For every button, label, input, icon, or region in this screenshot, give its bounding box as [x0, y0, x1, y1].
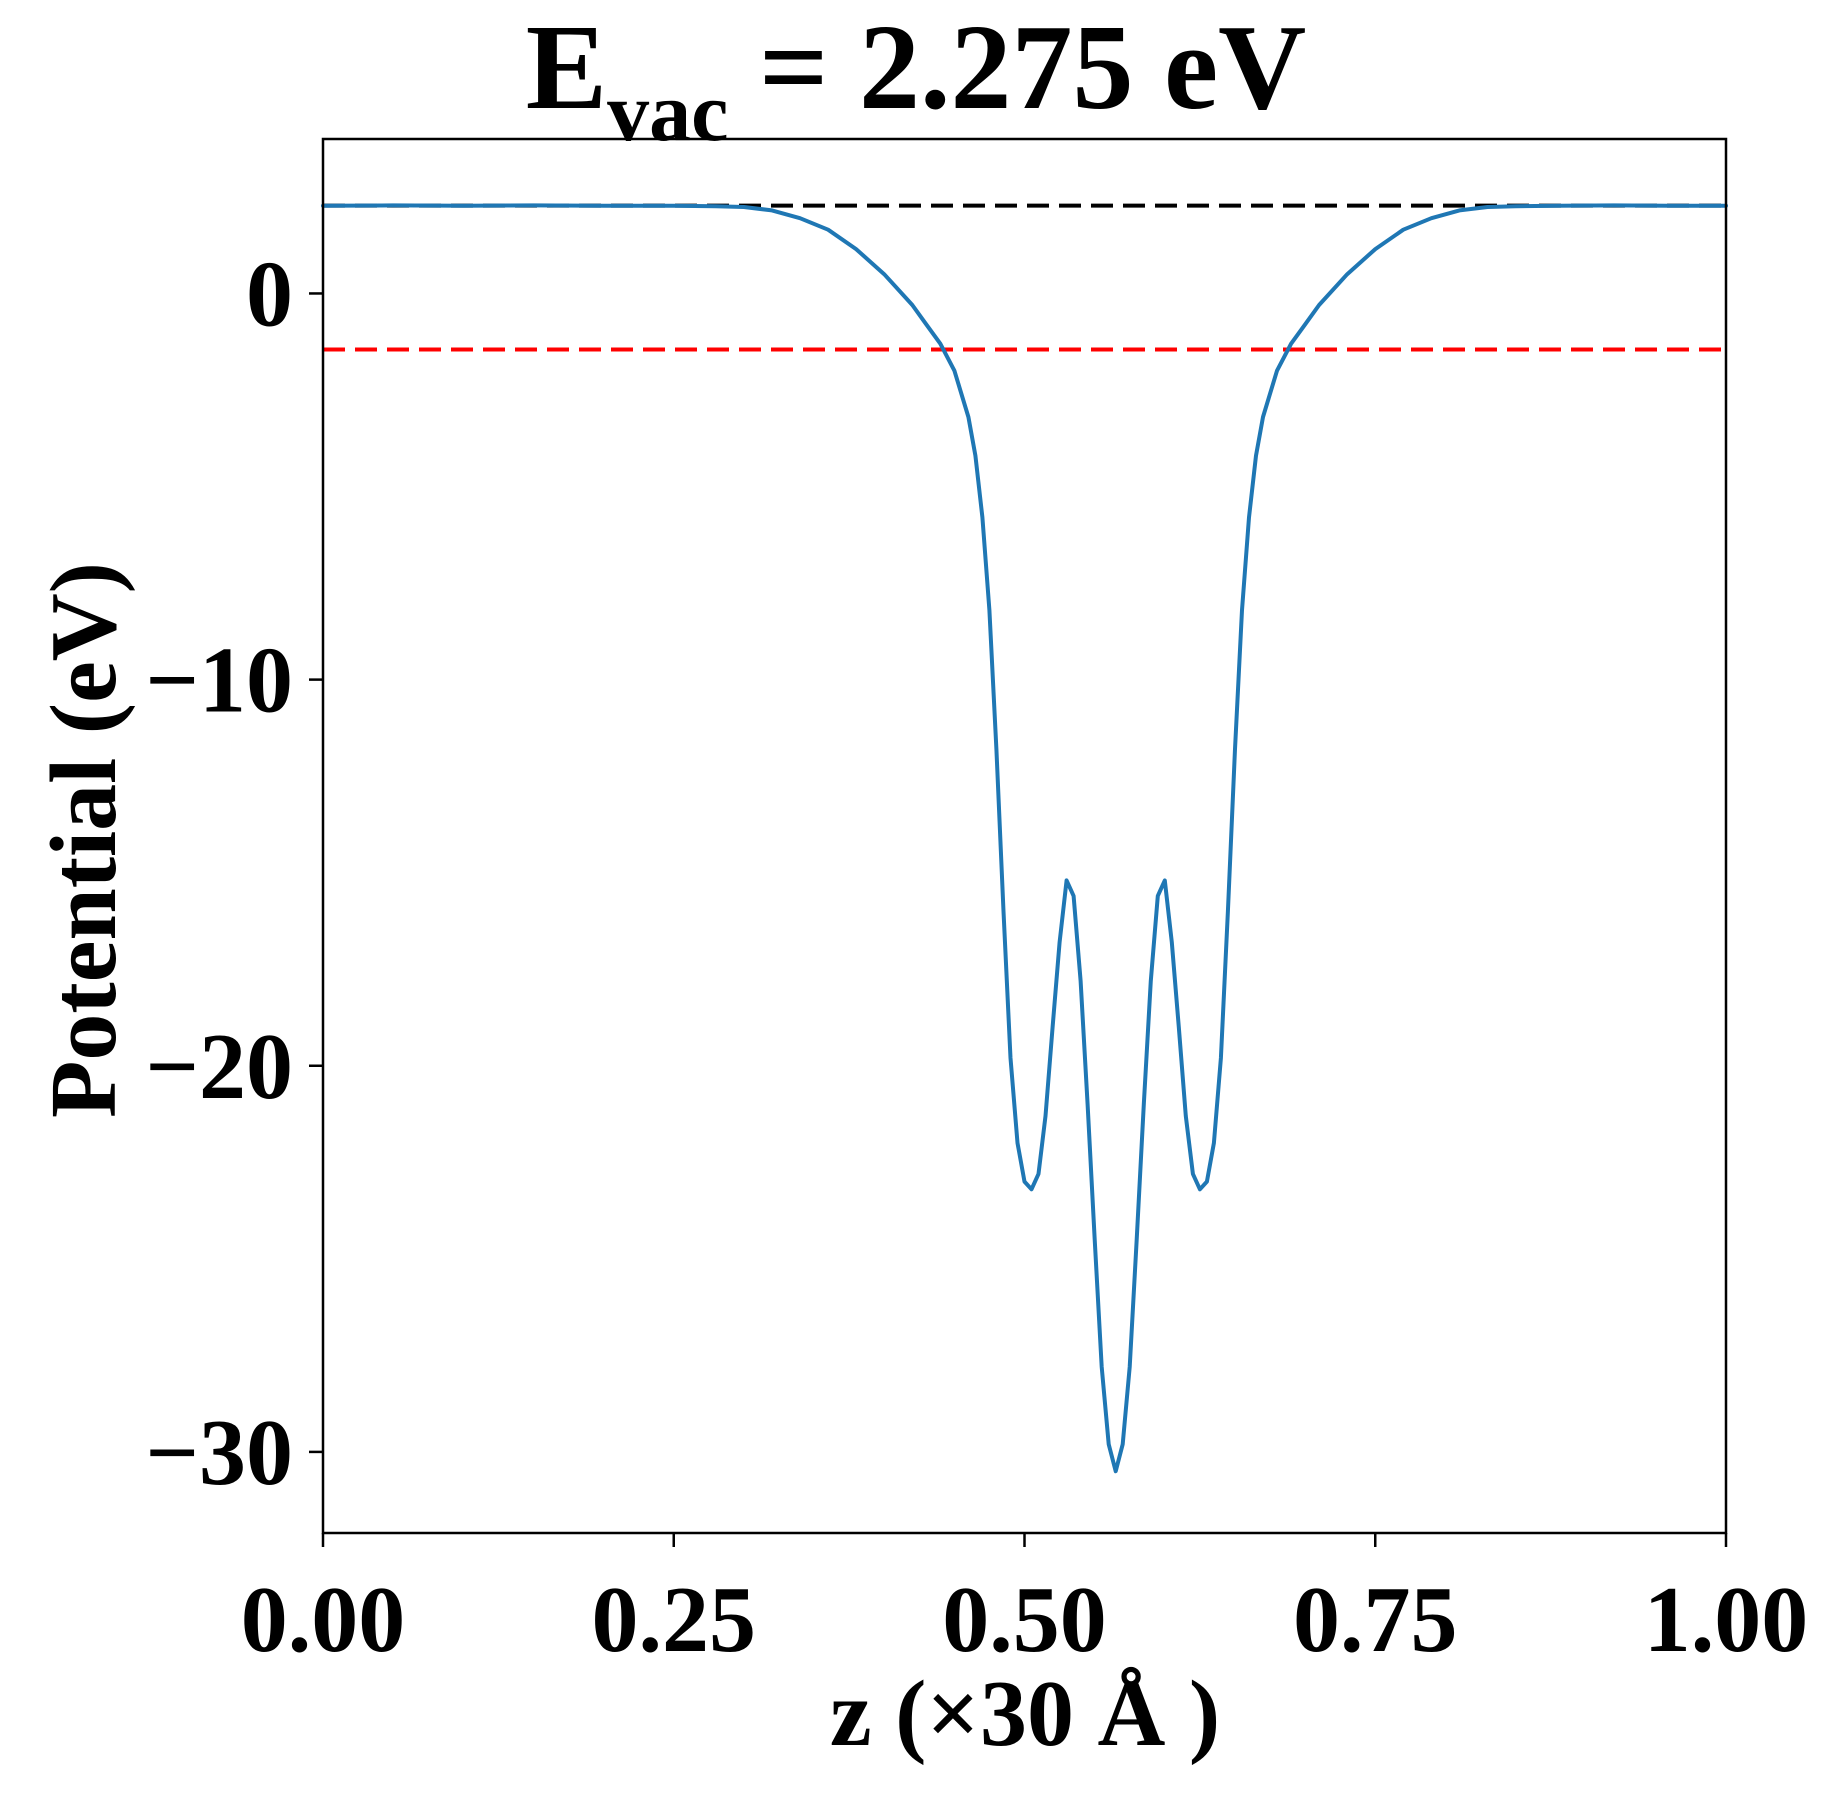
- x-tick-label: 1.00: [1644, 1568, 1809, 1672]
- x-tick-label: 0.75: [1293, 1568, 1458, 1672]
- title-main-letter: E: [526, 0, 607, 135]
- x-axis-label: z (×30 Å ): [830, 1662, 1220, 1766]
- x-tick-label: 0.00: [241, 1568, 406, 1672]
- y-tick-label: −30: [145, 1401, 293, 1505]
- plot-area: 0.00 0.25 0.50 0.75 1.00 0 −10 −20 −30: [145, 137, 1809, 1672]
- chart-title: Evac = 2.275 eV: [526, 0, 1306, 159]
- series-line-0: [321, 203, 1728, 1474]
- title-subscript: vac: [607, 66, 728, 159]
- y-tick-label: −20: [145, 1015, 293, 1119]
- y-tick-label: 0: [246, 242, 293, 346]
- y-tick-label: −10: [145, 629, 293, 733]
- x-tick-label: 0.25: [592, 1568, 757, 1672]
- x-tick-label: 0.50: [942, 1568, 1107, 1672]
- y-axis-label: Potential (eV): [32, 562, 136, 1118]
- title-rest: = 2.275 eV: [728, 0, 1306, 135]
